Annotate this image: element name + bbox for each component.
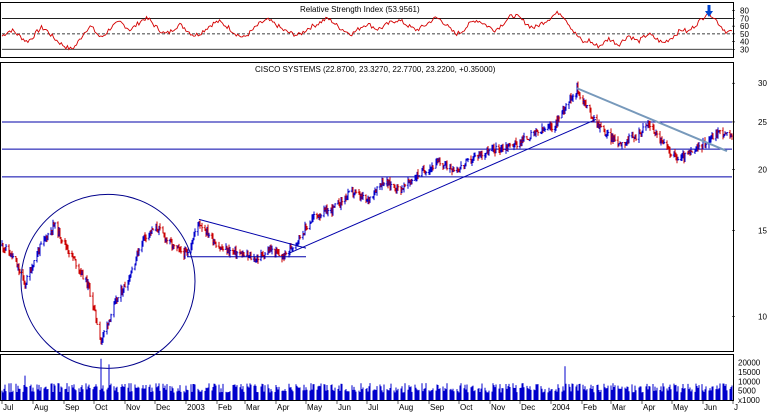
x-tick-label: Jul	[368, 403, 378, 412]
price-title: CISCO SYSTEMS (22.8700, 23.3270, 22.7700…	[255, 65, 496, 74]
x-tick-label: Feb	[583, 403, 597, 412]
x-tick-label: 2003	[187, 403, 205, 412]
x-tick-label: Oct	[95, 403, 108, 412]
x-tick-label: Jun	[338, 403, 351, 412]
x-tick-label: Dec	[156, 403, 170, 412]
price-tick-label: 15	[758, 226, 767, 235]
x-tick-label: Sep	[430, 403, 445, 412]
rsi-tick-label: 80	[740, 7, 749, 16]
x-tick-label: J	[734, 403, 738, 412]
x-tick-label: Nov	[126, 403, 140, 412]
rsi-tick-label: 40	[740, 38, 749, 47]
volume-tick-label: 5000	[738, 387, 756, 396]
rsi-tick-label: 60	[740, 22, 749, 31]
price-tick-label: 30	[758, 79, 767, 88]
x-tick-label: May	[307, 403, 322, 412]
volume-tick-label: 10000	[738, 377, 761, 386]
x-tick-label: Feb	[218, 403, 232, 412]
price-tick-label: 25	[758, 118, 767, 127]
x-tick-label: Dec	[521, 403, 535, 412]
rsi-tick-label: 50	[740, 30, 749, 39]
x-tick-label: May	[673, 403, 688, 412]
axis-layer: Jul Aug Sep Oct Nov Dec 2003 Feb Mar Apr May Jun Jul…	[1, 400, 738, 412]
x-tick-label: Mar	[612, 403, 626, 412]
price-layer: 30 25 20 15 10	[0, 79, 767, 369]
x-tick-label: Apr	[643, 403, 656, 412]
x-tick-label: Apr	[277, 403, 290, 412]
rsi-panel-frame	[0, 2, 734, 58]
rsi-tick-label: 70	[740, 14, 749, 23]
price-tick-label: 20	[758, 165, 767, 174]
price-tick-label: 10	[758, 312, 767, 321]
volume-tick-label: x1000	[738, 396, 760, 405]
trendline	[289, 118, 597, 254]
x-tick-label: Oct	[460, 403, 473, 412]
x-tick-label: Aug	[34, 403, 48, 412]
rsi-line	[1, 10, 733, 51]
trendline	[576, 87, 728, 152]
x-tick-label: 2004	[552, 403, 570, 412]
x-tick-label: Jun	[704, 403, 717, 412]
x-tick-label: Mar	[246, 403, 260, 412]
volume-tick-label: 20000	[738, 359, 761, 368]
volume-tick-label: 15000	[738, 368, 761, 377]
x-tick-label: Jul	[3, 403, 13, 412]
x-tick-label: Nov	[491, 403, 505, 412]
x-tick-label: Aug	[399, 403, 413, 412]
rsi-tick-label: 30	[740, 45, 749, 54]
rsi-title: Relative Strength Index (53.9561)	[300, 5, 420, 14]
price-panel-frame	[0, 62, 734, 352]
trendline	[198, 218, 307, 249]
x-tick-label: Sep	[65, 403, 80, 412]
annotation-circle	[20, 193, 196, 369]
down-arrow-icon	[705, 5, 713, 17]
